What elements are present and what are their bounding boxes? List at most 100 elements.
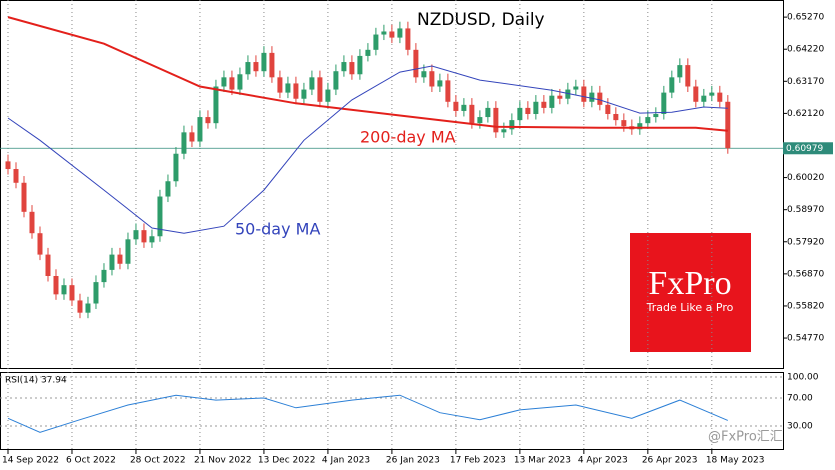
y-tick-label: 0.63170	[787, 77, 824, 87]
series-annotation: 50-day MA	[235, 220, 320, 239]
candle-body	[317, 77, 323, 102]
candle-body	[437, 80, 443, 87]
candle-body	[613, 114, 619, 121]
candle-body	[693, 86, 699, 102]
candle-body	[597, 92, 603, 105]
candle-body	[397, 28, 403, 38]
candle-body	[477, 117, 483, 124]
x-tick-label: 17 Feb 2023	[450, 456, 506, 466]
y-tick-label: 0.64220	[787, 45, 824, 55]
logo-box	[630, 233, 751, 352]
line	[7, 65, 728, 234]
x-tick-label: 26 Apr 2023	[642, 456, 698, 466]
candle-body	[157, 196, 163, 237]
candle-body	[701, 95, 707, 102]
candle-body	[85, 303, 91, 313]
x-tick-label: 4 Jan 2023	[322, 456, 370, 466]
y-tick-label: 0.56870	[787, 269, 824, 279]
last-price-label: 0.60979	[786, 144, 823, 154]
candle-body	[517, 107, 523, 121]
candle-body	[189, 132, 195, 142]
candle-body	[37, 233, 43, 255]
candle-body	[413, 49, 419, 78]
candle-body	[533, 101, 539, 115]
candle-body	[717, 92, 723, 102]
candle-body	[373, 34, 379, 50]
candle-body	[685, 65, 691, 87]
y-tick-label: 0.54770	[787, 334, 824, 344]
candle-body	[605, 104, 611, 115]
candle-body	[429, 71, 435, 87]
candle-body	[525, 107, 531, 115]
logo-tagline: Trade Like a Pro	[646, 301, 734, 314]
logo-brand: FxPro	[648, 265, 731, 302]
candle-body	[453, 101, 459, 111]
x-tick-label: 13 Mar 2023	[514, 456, 571, 466]
candle-body	[285, 83, 291, 93]
candle-body	[573, 86, 579, 90]
x-tick-label: 26 Jan 2023	[386, 456, 440, 466]
y-tick-label: 0.60020	[787, 173, 824, 183]
candle-body	[5, 161, 11, 170]
candle-body	[237, 74, 243, 90]
candle-body	[493, 107, 499, 133]
candle-body	[445, 80, 451, 102]
y-tick-label: 0.62120	[787, 109, 824, 119]
candle-body	[661, 92, 667, 115]
y-tick-label: 0.57920	[787, 237, 824, 247]
candle-body	[133, 230, 139, 240]
candle-body	[469, 104, 475, 124]
candle-body	[405, 28, 411, 50]
candle-body	[197, 117, 203, 142]
x-tick-label: 13 Dec 2022	[258, 456, 316, 466]
x-tick-label: 18 May 2023	[706, 456, 765, 466]
line	[7, 16, 728, 132]
candle-body	[277, 77, 283, 93]
candle-body	[669, 77, 675, 93]
candle-body	[253, 62, 259, 72]
x-tick-label: 6 Oct 2022	[66, 456, 116, 466]
candle-body	[381, 31, 387, 35]
chart-title: NZDUSD, Daily	[417, 10, 545, 30]
candle-body	[621, 120, 627, 127]
candle-body	[109, 254, 115, 270]
candle-body	[221, 77, 227, 87]
candle-body	[117, 254, 123, 264]
candle-body	[173, 153, 179, 182]
candle-body	[269, 52, 275, 78]
candle-body	[509, 120, 515, 130]
candle-body	[557, 95, 563, 99]
candle-body	[389, 31, 395, 38]
candle-body	[365, 49, 371, 56]
line	[7, 394, 728, 433]
candle-body	[421, 71, 427, 78]
candle-body	[581, 86, 587, 102]
y-tick-label: 0.58970	[787, 205, 824, 215]
candle-body	[181, 132, 187, 154]
candle-body	[309, 77, 315, 90]
candle-body	[541, 101, 547, 108]
candle-body	[101, 269, 107, 283]
x-tick-label: 21 Nov 2022	[194, 456, 252, 466]
candle-body	[677, 65, 683, 78]
series-annotation: 200-day MA	[360, 128, 456, 147]
rsi-label: RSI(14) 37.94	[5, 376, 67, 386]
candle-body	[45, 254, 51, 276]
candle-body	[293, 83, 299, 99]
y-tick-label: 0.65270	[787, 13, 824, 23]
candle-body	[325, 89, 331, 102]
candle-body	[69, 285, 75, 301]
candle-body	[213, 86, 219, 124]
candle-body	[589, 92, 595, 102]
candle-body	[141, 230, 147, 243]
rsi-tick-label: 30.00	[787, 422, 813, 432]
last-price-box	[783, 142, 833, 155]
candle-body	[245, 62, 251, 75]
x-tick-label: 14 Sep 2022	[2, 456, 59, 466]
candle-body	[357, 55, 363, 75]
candle-body	[93, 282, 99, 304]
candle-body	[13, 169, 19, 183]
candle-body	[653, 114, 659, 118]
rsi-tick-label: 70.00	[787, 394, 813, 404]
